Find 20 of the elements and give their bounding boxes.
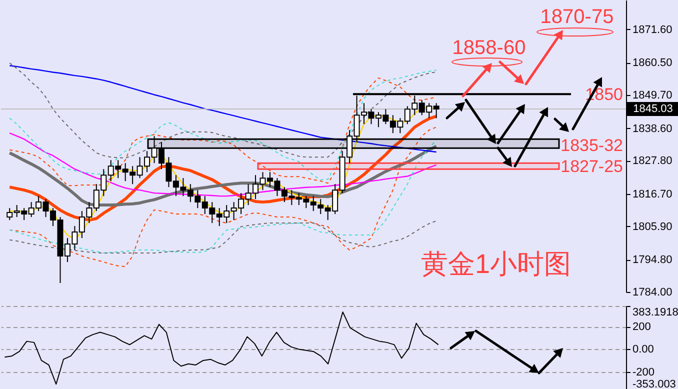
y-tick-label: 1860.50 xyxy=(632,57,672,70)
y-tick-label: 1784.00 xyxy=(632,286,672,298)
y-tick-label: 1827.80 xyxy=(632,155,672,168)
band-label: 1835-32 xyxy=(560,136,623,156)
y-tick-label: -353.003 xyxy=(632,378,676,389)
y-tick-label: 1794.80 xyxy=(632,254,672,266)
y-tick-label: 383.1918 xyxy=(632,306,678,318)
y-tick-label: 1805.90 xyxy=(632,220,672,233)
y-tick-label: 0.00 xyxy=(632,344,654,356)
ref-line-label: 1845.03 xyxy=(633,103,673,116)
y-tick-label: 1838.60 xyxy=(632,122,672,135)
y-tick-label: -200 xyxy=(632,366,655,378)
y-tick-label: 1849.70 xyxy=(632,90,672,102)
band-label: 1827-25 xyxy=(560,157,623,176)
text: 1858-60 xyxy=(452,37,526,59)
y-tick-label: 1816.70 xyxy=(632,188,672,200)
annotation: 黄金1小时图 xyxy=(420,249,572,279)
text: 1870-75 xyxy=(540,6,614,28)
y-tick-label: 200 xyxy=(632,321,651,334)
y-tick-label: 1871.60 xyxy=(632,24,672,36)
